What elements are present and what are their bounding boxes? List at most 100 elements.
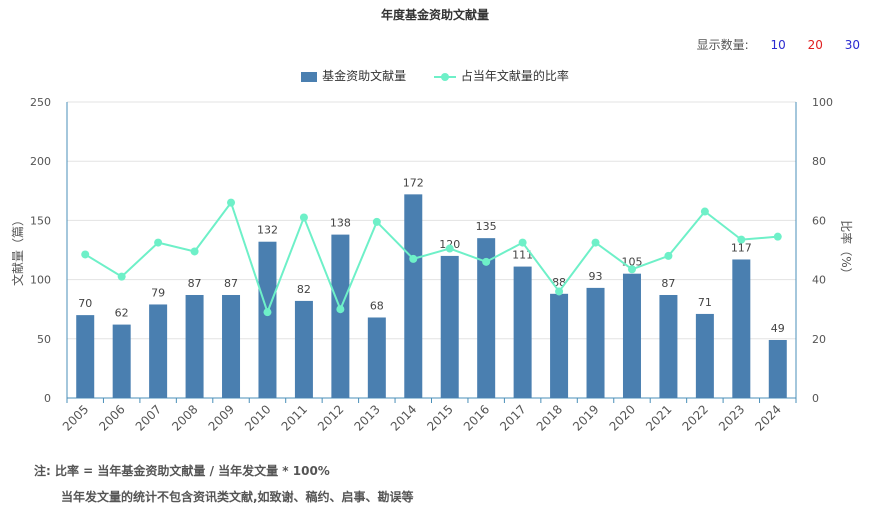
note-statistics-scope: 当年发文量的统计不包含资讯类文献,如致谢、稿约、启事、勘误等 (61, 490, 414, 504)
count-option-30[interactable]: 30 (844, 38, 860, 52)
y-tick-label: 250 (30, 96, 51, 109)
y-tick-label: 50 (37, 333, 51, 346)
ratio-point-2022 (700, 207, 709, 216)
y2-tick-label: 0 (812, 392, 819, 405)
bar-value-label: 70 (78, 297, 92, 310)
bar-value-label: 62 (115, 307, 129, 320)
ratio-line (84, 200, 778, 316)
chart-title: 年度基金资助文献量 (380, 8, 489, 22)
y2-tick-label: 40 (812, 274, 826, 287)
legend-line-label: 占当年文献量的比率 (460, 69, 569, 83)
bar-value-label: 117 (731, 241, 752, 254)
bar-2014 (404, 194, 423, 398)
x-tick-label: 2007 (133, 402, 164, 433)
ratio-point-2005 (81, 250, 90, 259)
ratio-point-2006 (117, 272, 126, 281)
y2-tick-label: 80 (812, 155, 826, 168)
ratio-point-2017 (518, 238, 527, 247)
bar-2005 (76, 315, 95, 398)
y-tick-label: 100 (30, 274, 51, 287)
bar-2019 (586, 287, 605, 398)
bar-2024 (768, 339, 787, 398)
ratio-point-2008 (190, 247, 199, 256)
bar-2023 (732, 259, 751, 398)
bar-value-label: 120 (439, 238, 460, 251)
bar-2011 (294, 300, 313, 398)
ratio-point-2020 (627, 265, 636, 274)
bar-2015 (440, 255, 459, 398)
legend-item-line[interactable]: 占当年文献量的比率 (433, 67, 569, 84)
y-tick-label: 0 (44, 392, 51, 405)
bar-value-label: 71 (698, 296, 712, 309)
legend-bar-label: 基金资助文献量 (322, 69, 407, 83)
display-count-label: 显示数量: (696, 38, 749, 52)
ratio-point-2007 (154, 238, 163, 247)
x-tick-label: 2021 (643, 402, 674, 433)
x-tick-label: 2008 (169, 402, 200, 433)
x-tick-label: 2018 (534, 402, 565, 433)
bar-value-label: 111 (512, 249, 533, 262)
bar-2007 (149, 304, 168, 398)
count-option-20[interactable]: 20 (807, 38, 823, 52)
x-tick-label: 2020 (607, 402, 638, 433)
bar-2022 (695, 313, 714, 398)
ratio-point-2019 (591, 238, 600, 247)
x-tick-label: 2005 (60, 402, 91, 433)
bar-2013 (367, 317, 386, 398)
legend-line-swatch (433, 72, 456, 82)
display-count-selector: 显示数量: 10 20 30 (697, 36, 860, 53)
y2-tick-label: 100 (812, 96, 833, 109)
note-ratio-formula: 注: 比率 = 当年基金资助文献量 / 当年发文量 * 100% (34, 464, 330, 478)
ratio-point-2018 (555, 287, 564, 296)
ratio-point-2016 (482, 257, 491, 266)
bar-2018 (550, 293, 569, 398)
ratio-point-2021 (664, 251, 673, 260)
bar-value-label: 138 (330, 217, 351, 230)
x-tick-label: 2013 (351, 402, 382, 433)
y-tick-label: 150 (30, 214, 51, 227)
x-tick-label: 2011 (279, 402, 310, 433)
bar-value-label: 132 (257, 224, 278, 237)
x-tick-label: 2015 (424, 402, 455, 433)
ratio-point-2011 (299, 213, 308, 222)
x-tick-label: 2016 (461, 402, 492, 433)
legend-item-bar[interactable]: 基金资助文献量 (301, 67, 406, 84)
ratio-point-2014 (409, 254, 418, 263)
bar-2006 (112, 324, 131, 398)
x-tick-label: 2010 (242, 402, 273, 433)
ratio-point-2023 (737, 235, 746, 244)
bar-value-label: 93 (589, 270, 603, 283)
y2-tick-label: 60 (812, 214, 826, 227)
x-tick-label: 2022 (679, 402, 710, 433)
y-tick-label: 200 (30, 155, 51, 168)
chart-legend: 基金资助文献量 占当年文献量的比率 (0, 67, 870, 84)
bar-2009 (222, 294, 241, 398)
bar-value-label: 135 (476, 220, 497, 233)
x-tick-label: 2019 (570, 402, 601, 433)
bar-2020 (622, 273, 641, 398)
ratio-point-2010 (263, 308, 272, 317)
bar-2008 (185, 294, 204, 398)
bar-2021 (659, 294, 678, 398)
y-axis-title: 文献量（篇） (10, 214, 25, 286)
ratio-point-2013 (372, 217, 381, 226)
bar-2010 (258, 241, 277, 398)
x-tick-label: 2023 (716, 402, 747, 433)
count-option-10[interactable]: 10 (770, 38, 786, 52)
x-tick-label: 2017 (497, 402, 528, 433)
footnotes: 注: 比率 = 当年基金资助文献量 / 当年发文量 * 100% 当年发文量的统… (34, 458, 414, 510)
bar-value-label: 87 (224, 277, 238, 290)
bar-value-label: 87 (188, 277, 202, 290)
bar-value-label: 79 (151, 286, 165, 299)
bar-value-label: 87 (661, 277, 675, 290)
bar-value-label: 88 (552, 276, 566, 289)
bar-2017 (513, 266, 532, 398)
bar-value-label: 68 (370, 299, 384, 312)
ratio-point-2015 (445, 244, 454, 253)
x-tick-label: 2012 (315, 402, 346, 433)
y2-axis-title: 比率（%） (839, 220, 854, 279)
bar-2012 (331, 234, 350, 398)
bar-value-label: 172 (403, 176, 424, 189)
x-tick-label: 2009 (206, 402, 237, 433)
